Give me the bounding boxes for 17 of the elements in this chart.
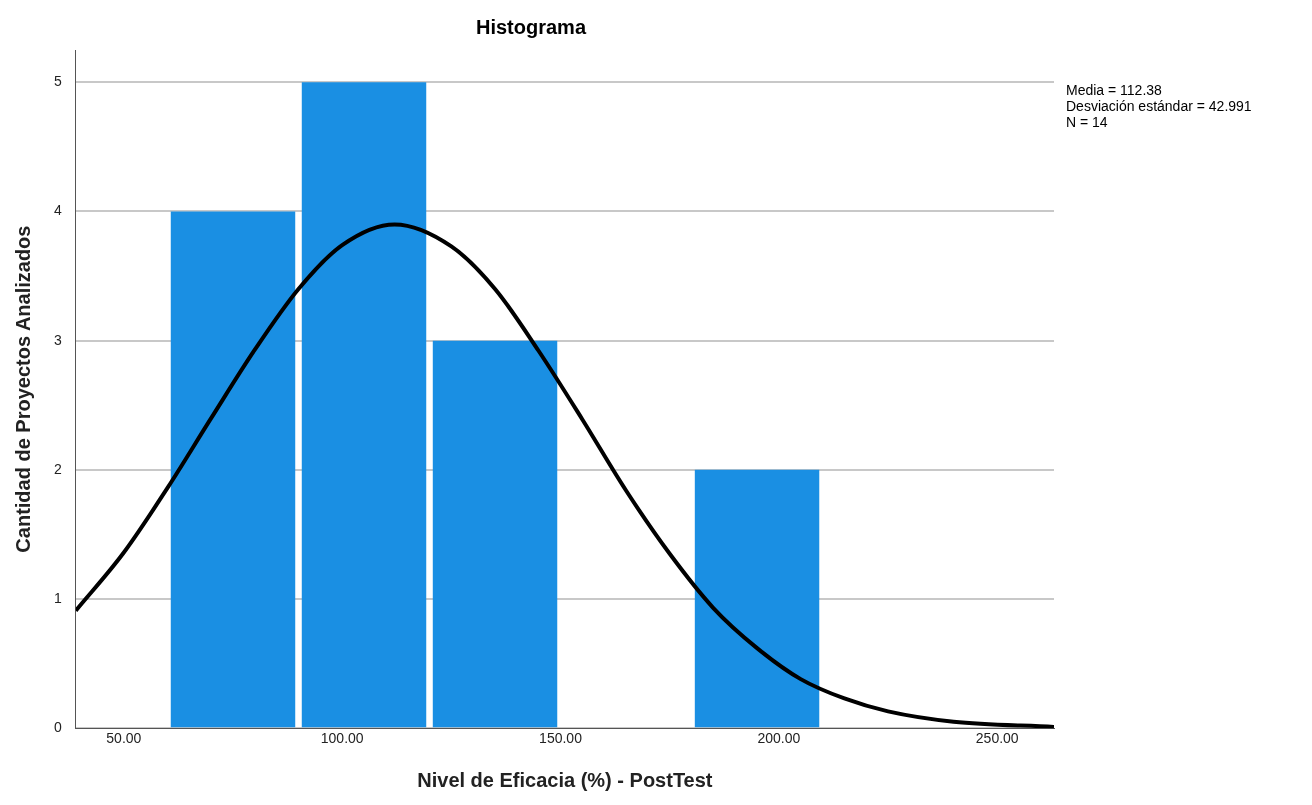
x-axis-title: Nivel de Eficacia (%) - PostTest: [417, 768, 713, 791]
text: N = 14: [1066, 113, 1108, 130]
x-tick-label: 100.00: [320, 730, 364, 747]
y-axis-title: Cantidad de Proyectos Analizados: [11, 225, 34, 553]
y-tick-label: 0: [53, 719, 62, 736]
text: Media = 112.38: [1066, 81, 1163, 98]
y-tick-label: 1: [53, 589, 62, 606]
x-tick-label: 150.00: [539, 730, 583, 747]
y-tick-label: 3: [53, 331, 62, 348]
x-tick-label: 200.00: [757, 730, 801, 747]
chart-title: Histograma: [475, 15, 587, 38]
x-tick-label: 250.00: [975, 730, 1019, 747]
text: Desviación estándar = 42.991: [1066, 97, 1252, 114]
x-tick-label: 50.00: [106, 730, 142, 747]
y-tick-label: 5: [53, 73, 62, 90]
y-tick-label: 2: [53, 460, 62, 477]
y-tick-label: 4: [53, 202, 62, 219]
